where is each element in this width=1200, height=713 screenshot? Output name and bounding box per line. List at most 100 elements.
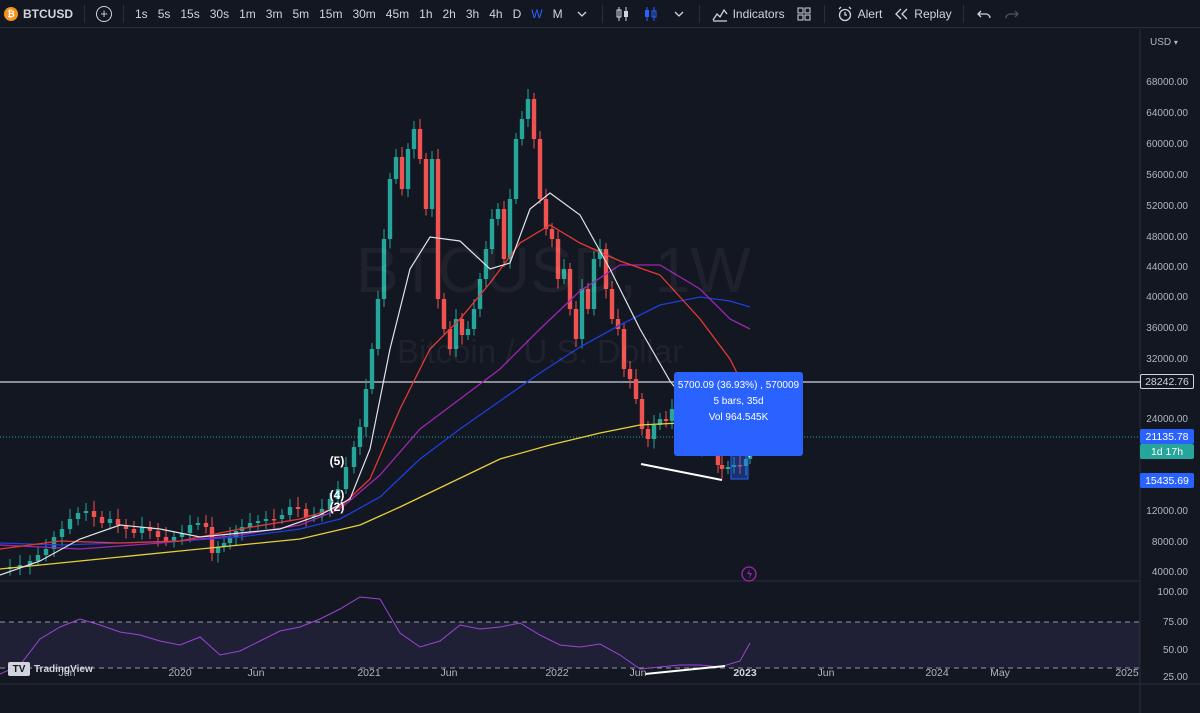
interval-15m-button[interactable]: 15m (319, 6, 343, 21)
price-axis-label: 48000.00 (1146, 232, 1188, 243)
interval-d-button[interactable]: D (512, 6, 522, 21)
time-axis-label: Jun (817, 667, 835, 679)
indicators-button[interactable]: Indicators (706, 3, 790, 25)
candle-body (639, 399, 645, 429)
candle-body (123, 525, 129, 529)
rsi-axis-label: 75.00 (1162, 617, 1188, 628)
candle-body (633, 379, 639, 399)
candle-body (59, 529, 65, 537)
candle-body (651, 425, 657, 439)
bar-chart-type-button[interactable] (637, 3, 665, 25)
undo-button[interactable] (970, 3, 998, 25)
interval-3h-button[interactable]: 3h (465, 6, 480, 21)
interval-5s-button[interactable]: 5s (157, 6, 171, 21)
candle-body (115, 519, 121, 525)
interval-dropdown-button[interactable] (568, 3, 596, 25)
price-axis-label: 60000.00 (1146, 139, 1188, 150)
candle-body (303, 509, 309, 517)
candle-body (597, 249, 603, 259)
alert-button[interactable]: Alert (831, 3, 888, 25)
candle-body (255, 521, 261, 523)
candle-body (555, 239, 561, 279)
currency-text: USD (1150, 37, 1172, 48)
candle-body (531, 99, 537, 139)
interval-5m-button[interactable]: 5m (292, 6, 310, 21)
candle-body (327, 499, 333, 509)
candle-body (369, 349, 375, 389)
interval-15s-button[interactable]: 15s (180, 6, 200, 21)
candle-body (441, 299, 447, 329)
interval-30m-button[interactable]: 30m (352, 6, 376, 21)
candle-body (375, 299, 381, 349)
candle-body (561, 269, 567, 279)
tradingview-logo[interactable]: TV TradingView (8, 662, 93, 676)
candle-body (465, 329, 471, 335)
replay-button[interactable]: Replay (887, 3, 956, 25)
rsi-axis-label: 50.00 (1162, 645, 1188, 656)
symbol-search-button[interactable]: ₿ BTCUSD (0, 3, 78, 25)
price-axis-label: 52000.00 (1146, 201, 1188, 212)
redo-button[interactable] (998, 3, 1026, 25)
candle-body (459, 319, 465, 335)
candle-body (147, 527, 153, 531)
candle-body (387, 179, 393, 239)
interval-1m-button[interactable]: 1m (239, 6, 256, 21)
toolbar-divider (698, 4, 700, 23)
interval-group: 1s 5s 15s 30s 1m 3m 5m 15m 30m 45m 1h 2h 3h 4h D W M (130, 3, 568, 25)
candle-body (609, 289, 615, 319)
alarm-clock-icon (838, 6, 852, 21)
interval-3m-button[interactable]: 3m (265, 6, 283, 21)
candle-body (471, 309, 477, 329)
currency-label[interactable]: USD ▾ (1150, 37, 1188, 48)
compare-symbol-button[interactable]: + (91, 3, 117, 25)
time-axis-label: Jun (440, 667, 458, 679)
price-axis-label: 36000.00 (1146, 323, 1188, 334)
time-axis-label: 2023 (733, 667, 757, 679)
chart-area[interactable]: BTCUSD, 1W Bitcoin / U.S. Dollar (5) (4)(… (0, 29, 1200, 713)
chart-type-dropdown-button[interactable] (665, 3, 693, 25)
rewind-icon (895, 8, 908, 19)
candle-body (107, 519, 113, 523)
grid-layout-icon (797, 7, 811, 20)
interval-1s-button[interactable]: 1s (135, 6, 148, 21)
candle-body (311, 515, 317, 517)
toolbar-divider (123, 4, 124, 23)
redo-icon (1005, 10, 1019, 18)
bar-countdown-tag: 1d 17h (1140, 444, 1194, 459)
candle-body (453, 319, 459, 349)
candle-body (75, 513, 81, 519)
description-watermark: Bitcoin / U.S. Dollar (397, 333, 684, 370)
candles-chart-type-button[interactable] (609, 3, 637, 25)
interval-45m-button[interactable]: 45m (385, 6, 410, 21)
event-marker-icon (741, 566, 757, 582)
interval-2h-button[interactable]: 2h (442, 6, 456, 21)
candle-body (549, 229, 555, 239)
tradingview-logo-text: TradingView (34, 663, 93, 675)
candle-body (525, 99, 531, 119)
time-axis-label: 2025 (1115, 667, 1139, 679)
rsi-line (0, 596, 751, 675)
price-chart-canvas[interactable]: (5) (4)(2) (0, 29, 1200, 713)
candle-body (489, 219, 495, 249)
toolbar-divider (823, 4, 825, 23)
candle-body (209, 527, 215, 553)
candle-body (585, 289, 591, 309)
interval-w-button[interactable]: W (531, 6, 543, 21)
replay-label: Replay (914, 6, 952, 21)
candle-body (363, 389, 369, 427)
layout-templates-button[interactable] (790, 3, 818, 25)
interval-m-button[interactable]: M (552, 6, 563, 21)
candle-body (43, 549, 49, 555)
candle-body (645, 429, 651, 439)
candle-body (417, 129, 423, 159)
interval-30s-button[interactable]: 30s (209, 6, 230, 21)
rsi-axis-label: 25.00 (1162, 672, 1188, 683)
chevron-down-icon (577, 11, 587, 17)
candle-body (17, 565, 23, 567)
interval-4h-button[interactable]: 4h (489, 6, 503, 21)
plus-circle-icon: + (96, 5, 112, 22)
time-axis-label: Jun (629, 667, 647, 679)
divergence-trendline-price (640, 463, 723, 481)
interval-1h-button[interactable]: 1h (419, 6, 433, 21)
measure-change: 5700.09 (36.93%) , 570009 (677, 380, 800, 391)
